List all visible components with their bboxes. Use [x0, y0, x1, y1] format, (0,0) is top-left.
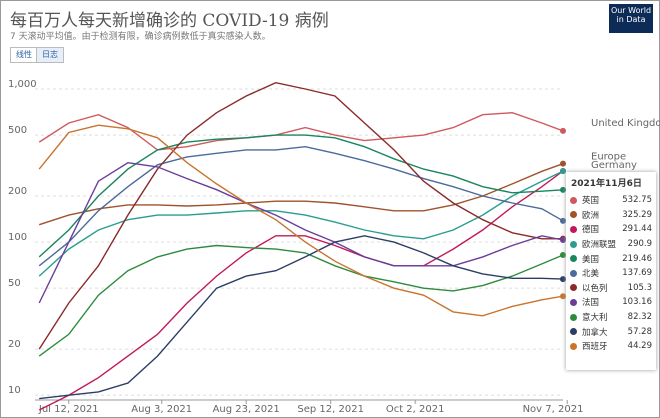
tooltip-row: 德国 291.44 — [566, 222, 656, 237]
tooltip-dot — [570, 240, 577, 248]
tooltip: 2021年11月6日英国 532.75 欧洲 325.29 德国 291.44 欧洲联盟 29… — [566, 172, 656, 370]
chart-subtitle: 7 天滚动平均值。由于检测有限，确诊病例数低于真实感染人数。 — [10, 32, 271, 42]
tooltip-name: 欧洲 — [582, 210, 600, 221]
line-label: Europe — [591, 152, 626, 163]
x-tick-label: Sep 12, 2021 — [297, 404, 364, 415]
series-line — [38, 124, 564, 317]
y-tick-label: 500 — [8, 125, 27, 136]
tooltip-row: 加拿大 57.28 — [566, 324, 656, 339]
tooltip-value: 105.3 — [627, 282, 652, 293]
tooltip-name: 法国 — [582, 298, 600, 309]
tooltip-name: 加拿大 — [582, 327, 608, 338]
tooltip-title: 2021年11月6日 — [571, 179, 642, 189]
x-tick-label: Oct 2, 2021 — [386, 404, 445, 415]
tooltip-value: 57.28 — [627, 326, 652, 337]
tooltip-dot — [570, 211, 577, 219]
series-line — [38, 170, 564, 411]
line-label: United Kingdom — [591, 118, 660, 129]
tooltip-name: 美国 — [582, 254, 600, 265]
tooltip-row: 法国 103.16 — [566, 295, 656, 310]
tooltip-dot — [570, 269, 577, 277]
logo: Our World in Data — [609, 4, 653, 33]
series-line — [38, 170, 564, 277]
tooltip-row: 美国 219.46 — [566, 251, 656, 266]
tooltip-row: 以色列 105.3 — [566, 281, 656, 296]
tooltip-dot — [570, 328, 577, 336]
tooltip-value: 219.46 — [622, 253, 652, 264]
tooltip-name: 北美 — [582, 269, 600, 280]
series-line — [38, 161, 564, 304]
tooltip-name: 德国 — [582, 225, 600, 236]
tooltip-dot — [570, 342, 577, 350]
tooltip-row: 欧洲 325.29 — [566, 208, 656, 223]
end-dot — [560, 252, 566, 259]
tooltip-value: 532.75 — [622, 195, 652, 206]
y-tick-label: 10 — [8, 385, 21, 396]
chart-title: 每百万人每天新增确诊的 COVID-19 病例 — [10, 11, 329, 31]
end-dot — [560, 160, 566, 167]
tooltip-value: 44.29 — [627, 341, 652, 352]
end-dot — [560, 127, 566, 134]
tooltip-name: 意大利 — [582, 313, 608, 324]
tooltip-value: 137.69 — [622, 268, 652, 279]
tooltip-row: 欧洲联盟 290.9 — [566, 237, 656, 252]
x-tick-label: Aug 3, 2021 — [131, 404, 192, 415]
y-tick-label: 50 — [8, 278, 21, 289]
end-dot — [560, 237, 566, 244]
series-line — [38, 134, 564, 258]
end-dot — [560, 168, 566, 175]
y-tick-label: 1,000 — [8, 79, 37, 90]
log-button[interactable]: 日志 — [36, 47, 64, 63]
tooltip-value: 290.9 — [627, 239, 652, 250]
tooltip-dot — [570, 196, 577, 204]
end-dot — [560, 217, 566, 224]
tooltip-name: 英国 — [582, 196, 600, 207]
series-line — [39, 235, 564, 400]
tooltip-row: 英国 532.75 — [566, 193, 656, 208]
tooltip-dot — [570, 284, 577, 292]
end-dot — [560, 276, 566, 283]
tooltip-dot — [570, 298, 577, 306]
end-dot — [560, 186, 566, 193]
tooltip-name: 以色列 — [582, 283, 608, 294]
tooltip-name: 欧洲联盟 — [582, 240, 617, 251]
series-line — [38, 81, 564, 350]
tooltip-value: 82.32 — [627, 312, 652, 323]
line-label: Germany — [591, 160, 637, 171]
x-tick-label: Nov 7, 2021 — [523, 404, 584, 415]
y-tick-label: 20 — [8, 339, 21, 350]
tooltip-value: 325.29 — [622, 209, 652, 220]
tooltip-row: 北美 137.69 — [566, 266, 656, 281]
tooltip-name: 西班牙 — [582, 342, 608, 353]
tooltip-dot — [570, 255, 577, 263]
tooltip-row: 西班牙 44.29 — [566, 339, 656, 354]
series-line — [38, 111, 564, 151]
tooltip-dot — [570, 313, 577, 321]
y-tick-label: 100 — [8, 232, 27, 243]
tooltip-row: 意大利 82.32 — [566, 310, 656, 325]
end-dot — [560, 293, 566, 300]
y-tick-label: 200 — [8, 186, 27, 197]
tooltip-dot — [570, 225, 577, 233]
tooltip-value: 103.16 — [622, 297, 652, 308]
tooltip-value: 291.44 — [622, 224, 652, 235]
series-line — [38, 145, 564, 267]
x-tick-label: Aug 23, 2021 — [213, 404, 280, 415]
series-line — [38, 244, 564, 357]
x-tick-label: Jul 12, 2021 — [38, 404, 99, 415]
